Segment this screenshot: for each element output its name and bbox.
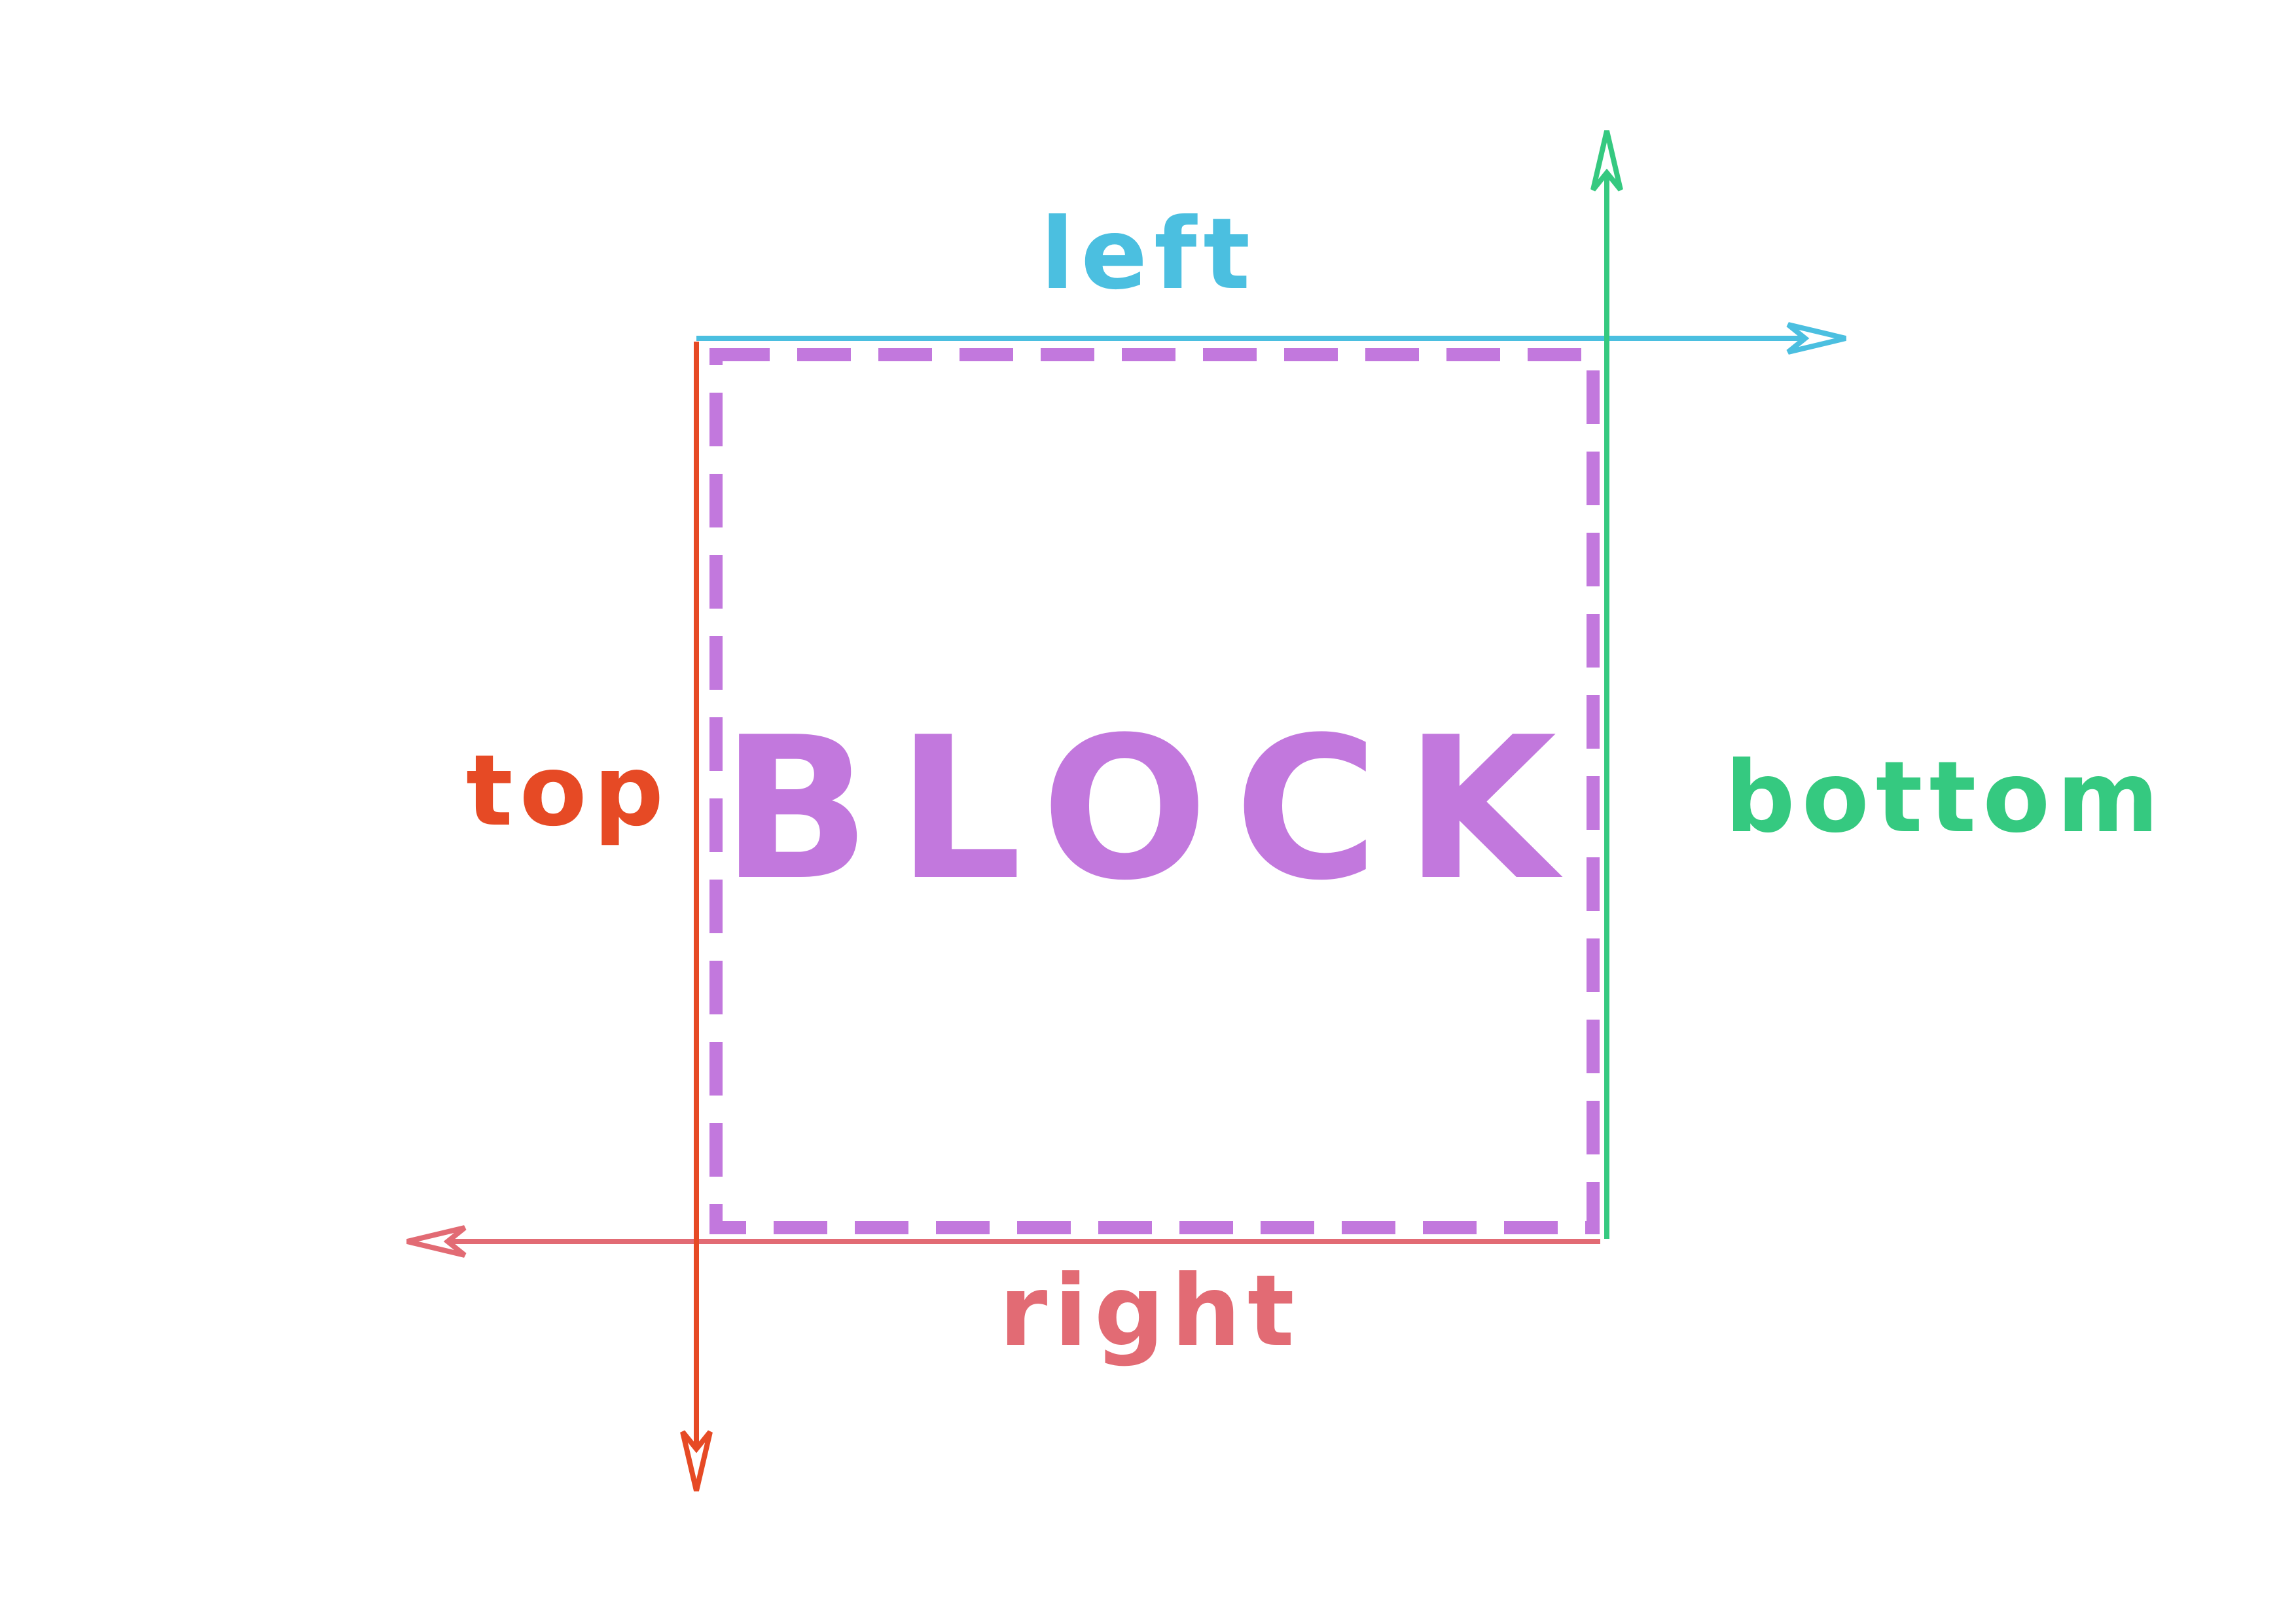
right-arrowhead-icon	[406, 1225, 467, 1258]
block-label: BLOCK	[721, 695, 1583, 923]
top-label: top	[466, 734, 670, 848]
top-arrowhead-icon	[680, 1430, 713, 1491]
left-arrowhead-icon	[1786, 322, 1846, 355]
bottom-arrow	[1590, 130, 1623, 1239]
bottom-arrowhead-icon	[1590, 130, 1623, 192]
top-arrow	[680, 342, 713, 1491]
bottom-label: bottom	[1725, 741, 2165, 855]
right-arrow	[406, 1225, 1600, 1258]
left-arrow	[696, 322, 1846, 355]
block-dashed-outline	[709, 348, 1600, 1234]
right-label: right	[999, 1255, 1300, 1368]
left-label: left	[1041, 198, 1257, 312]
